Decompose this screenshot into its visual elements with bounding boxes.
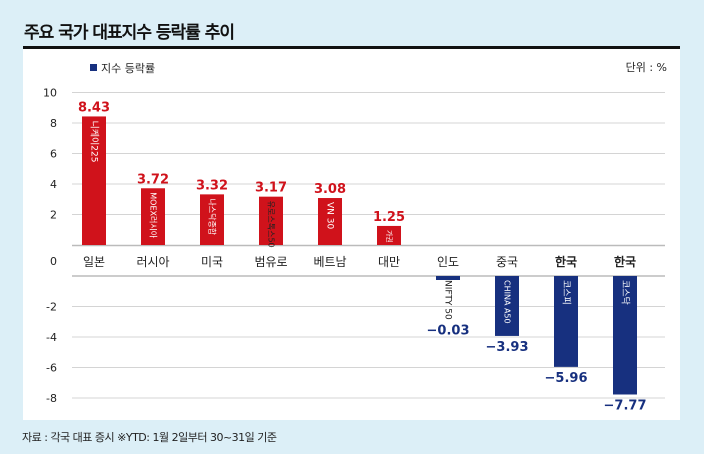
category-label: 베트남 [313, 255, 346, 269]
y-tick-label: -4 [46, 331, 57, 344]
y-tick-label: 2 [50, 209, 57, 222]
category-label: 러시아 [136, 255, 169, 269]
bar [377, 225, 401, 245]
value-label: −5.96 [545, 371, 588, 386]
category-label: 인도 [437, 255, 459, 269]
index-name-label: VN 30 [325, 202, 335, 229]
bar [436, 276, 460, 280]
chart-title: 주요 국가 대표지수 등락률 추이 [24, 23, 235, 43]
index-name-label: CHINA A50 [503, 280, 512, 324]
value-label: 3.32 [196, 178, 228, 193]
index-name-label: 니케이225 [89, 120, 100, 162]
index-name-label: 코스피 [561, 280, 572, 305]
y-tick-label: 8 [50, 117, 57, 130]
y-tick-label: 4 [50, 178, 57, 191]
index-name-label: 가권 [385, 230, 394, 243]
bar [554, 276, 578, 367]
category-label: 중국 [496, 255, 518, 269]
value-label: 3.17 [255, 181, 287, 196]
y-tick-label: 6 [50, 148, 57, 161]
index-name-label: MOEX러시아 [149, 192, 159, 238]
index-name-label: NIFTY 50 [443, 280, 453, 320]
value-label: 1.25 [373, 210, 405, 225]
value-label: 8.43 [78, 100, 110, 115]
index-name-label: 코스닥 [620, 280, 631, 305]
y-tick-label: 0 [50, 255, 57, 268]
category-label: 대만 [378, 255, 400, 269]
index-name-label: 나스닥종합 [208, 198, 218, 235]
unit-label: 단위 : % [626, 61, 667, 74]
bar [141, 188, 165, 245]
index-name-label: 유로스톡스50 [267, 201, 276, 248]
value-label: 3.08 [314, 182, 346, 197]
category-label: 한국 [614, 254, 636, 269]
bar [259, 196, 283, 245]
category-label: 일본 [83, 255, 105, 269]
y-tick-label: -8 [46, 392, 57, 405]
category-label: 한국 [555, 254, 577, 269]
bar [82, 116, 106, 245]
source-note: 자료 : 각국 대표 증시 ※YTD: 1월 2일부터 30~31일 기준 [22, 431, 277, 444]
bar [495, 276, 519, 336]
value-label: −0.03 [427, 324, 470, 339]
category-label: 미국 [201, 255, 223, 269]
value-label: −7.77 [604, 398, 647, 413]
y-tick-label: 10 [43, 87, 57, 100]
bar [200, 194, 224, 245]
value-label: 3.72 [137, 172, 169, 187]
y-tick-label: -2 [46, 301, 57, 314]
legend-label: 지수 등락률 [101, 62, 155, 75]
value-label: −3.93 [486, 340, 529, 355]
bar [318, 198, 342, 245]
bar [613, 276, 637, 395]
legend-swatch [90, 64, 97, 71]
y-tick-label: -6 [46, 362, 57, 375]
category-label: 범유로 [254, 255, 287, 269]
